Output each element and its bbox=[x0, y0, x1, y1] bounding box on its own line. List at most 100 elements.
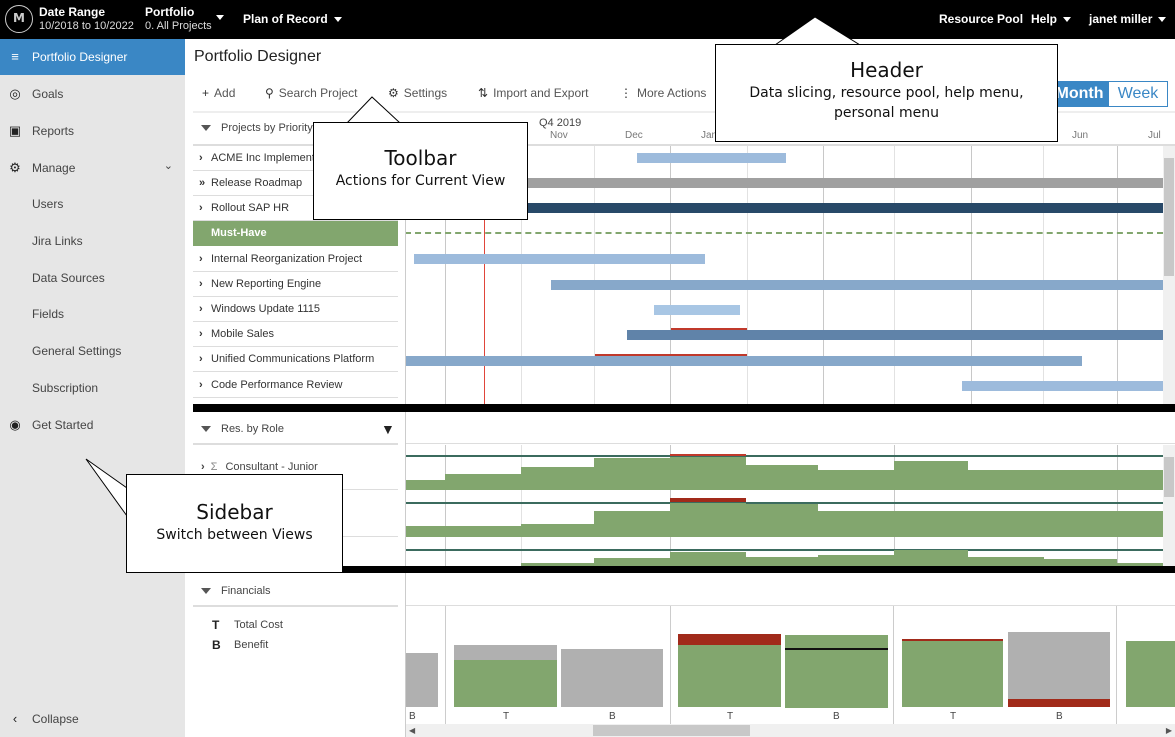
pane-splitter[interactable] bbox=[193, 566, 1175, 573]
sidebar-item-fields[interactable]: Fields bbox=[0, 296, 185, 332]
sidebar: ≡ Portfolio Designer ◎ Goals ▣ Reports ⚙… bbox=[0, 39, 185, 737]
gantt-bar[interactable] bbox=[551, 280, 1163, 290]
overallocation-marker bbox=[670, 498, 746, 502]
month-label: Nov bbox=[550, 130, 568, 141]
gantt-bar[interactable] bbox=[405, 356, 1082, 366]
collapse-triangle-icon bbox=[201, 426, 211, 433]
project-row[interactable]: › ACME Inc Implement bbox=[193, 146, 398, 171]
chevron-right-icon: › bbox=[201, 461, 205, 473]
project-name: ACME Inc Implement bbox=[211, 152, 315, 164]
resource-vertical-scrollbar[interactable] bbox=[1163, 445, 1175, 566]
financial-bar[interactable] bbox=[454, 660, 557, 707]
financial-bar[interactable] bbox=[678, 645, 781, 707]
project-row[interactable]: › Windows Update 1115 bbox=[193, 297, 398, 322]
sidebar-item-portfolio-designer[interactable]: ≡ Portfolio Designer bbox=[0, 39, 185, 75]
demand-bar bbox=[521, 563, 594, 566]
sidebar-item-users[interactable]: Users bbox=[0, 186, 185, 222]
collapse-button[interactable]: ‹ Collapse bbox=[0, 701, 185, 737]
project-row[interactable]: › Internal Reorganization Project bbox=[193, 247, 398, 272]
sidebar-item-goals[interactable]: ◎ Goals bbox=[0, 76, 185, 112]
collapse-triangle-icon bbox=[201, 588, 211, 595]
gantt-bar[interactable] bbox=[414, 254, 705, 264]
gantt-bar[interactable] bbox=[637, 153, 786, 163]
callout-toolbar: Toolbar Actions for Current View bbox=[313, 122, 528, 220]
app-logo-icon[interactable]: M bbox=[5, 5, 33, 33]
sidebar-item-subscription[interactable]: Subscription bbox=[0, 370, 185, 406]
financial-overrun[interactable] bbox=[902, 639, 1003, 641]
sidebar-item-reports[interactable]: ▣ Reports bbox=[0, 113, 185, 149]
financial-overrun[interactable] bbox=[1008, 699, 1110, 707]
financial-bar[interactable] bbox=[454, 645, 557, 660]
project-row[interactable]: › Code Performance Review bbox=[193, 373, 398, 398]
week-view-button[interactable]: Week bbox=[1109, 82, 1167, 106]
more-actions-button[interactable]: ⋮ More Actions bbox=[620, 86, 706, 100]
financial-bar[interactable] bbox=[406, 653, 438, 707]
portfolio-caret-icon[interactable] bbox=[216, 15, 224, 20]
financial-bar[interactable] bbox=[561, 649, 663, 707]
sidebar-item-general-settings[interactable]: General Settings bbox=[0, 333, 185, 369]
callout-text: Actions for Current View bbox=[335, 173, 506, 189]
gantt-bar[interactable] bbox=[405, 203, 1163, 213]
plan-selector[interactable]: Plan of Record bbox=[243, 12, 342, 26]
sidebar-item-label: Data Sources bbox=[32, 271, 105, 285]
resources-section-header[interactable]: Res. by Role bbox=[201, 423, 284, 435]
sidebar-item-manage[interactable]: ⚙ Manage ⌄ bbox=[0, 150, 185, 186]
gantt-vertical-scrollbar[interactable] bbox=[1163, 146, 1175, 404]
document-icon: ▣ bbox=[8, 123, 22, 138]
gantt-bar[interactable] bbox=[405, 178, 1163, 188]
resource-pool-link[interactable]: Resource Pool bbox=[939, 12, 1024, 26]
project-row[interactable]: » Release Roadmap bbox=[193, 171, 398, 196]
month-view-button[interactable]: Month bbox=[1050, 82, 1109, 106]
section-divider bbox=[193, 605, 398, 607]
portfolio-selector[interactable]: Portfolio 0. All Projects bbox=[145, 5, 212, 33]
pane-splitter[interactable] bbox=[193, 404, 1175, 412]
gantt-bar[interactable] bbox=[627, 330, 1163, 340]
scroll-thumb[interactable] bbox=[1164, 158, 1174, 276]
grid-line bbox=[747, 146, 748, 404]
scroll-thumb[interactable] bbox=[593, 725, 750, 736]
sidebar-item-label: Reports bbox=[32, 124, 75, 138]
grid-line bbox=[1043, 146, 1044, 404]
sidebar-item-data-sources[interactable]: Data Sources bbox=[0, 260, 185, 296]
financial-bar[interactable] bbox=[902, 641, 1003, 707]
gantt-bar[interactable] bbox=[654, 305, 740, 315]
resource-row[interactable]: › Σ Consultant - Junior bbox=[201, 461, 318, 473]
financial-bar[interactable] bbox=[1008, 632, 1110, 699]
scroll-thumb[interactable] bbox=[1164, 457, 1174, 497]
pane-divider bbox=[405, 146, 406, 404]
project-row[interactable]: › Unified Communications Platform bbox=[193, 347, 398, 372]
sidebar-item-get-started[interactable]: ◉ Get Started bbox=[0, 407, 185, 443]
projects-section-header[interactable]: Projects by Priority bbox=[201, 122, 313, 134]
project-name: Windows Update 1115 bbox=[211, 303, 321, 315]
financials-section-header[interactable]: Financials bbox=[201, 585, 271, 597]
group-row-must-have[interactable]: Must-Have bbox=[193, 221, 398, 246]
filter-icon[interactable]: ▼ bbox=[381, 421, 395, 437]
financial-bar[interactable] bbox=[785, 635, 888, 708]
grid-line bbox=[1116, 606, 1117, 724]
callout-text: Data slicing, resource pool, help menu, bbox=[749, 85, 1024, 101]
financial-overrun[interactable] bbox=[678, 634, 781, 645]
sidebar-item-jira-links[interactable]: Jira Links bbox=[0, 223, 185, 259]
callout-title: Header bbox=[850, 58, 923, 82]
scroll-right-arrow-icon[interactable]: ▶ bbox=[1165, 726, 1172, 735]
settings-button[interactable]: ⚙ Settings bbox=[388, 86, 447, 100]
financial-bar[interactable] bbox=[1126, 641, 1175, 707]
date-range-label: Date Range bbox=[39, 5, 106, 19]
project-row[interactable]: › New Reporting Engine bbox=[193, 272, 398, 297]
gantt-bar[interactable] bbox=[962, 381, 1163, 391]
user-menu[interactable]: janet miller bbox=[1089, 12, 1167, 26]
callout-header: Header Data slicing, resource pool, help… bbox=[715, 44, 1058, 142]
add-button[interactable]: + Add bbox=[202, 86, 235, 100]
sidebar-item-label: Subscription bbox=[32, 381, 99, 395]
search-label: Search Project bbox=[278, 86, 358, 100]
collapse-label: Collapse bbox=[32, 712, 79, 726]
grid-line bbox=[893, 606, 894, 724]
import-export-button[interactable]: ⇅ Import and Export bbox=[478, 86, 588, 100]
search-project-button[interactable]: ⚲ Search Project bbox=[265, 86, 358, 100]
project-row[interactable]: › Mobile Sales bbox=[193, 322, 398, 347]
date-range-selector[interactable]: Date Range 10/2018 to 10/2022 bbox=[39, 5, 134, 33]
horizontal-scrollbar[interactable]: ◀ ▶ bbox=[406, 724, 1175, 737]
project-row[interactable]: › Rollout SAP HR bbox=[193, 196, 398, 221]
scroll-left-arrow-icon[interactable]: ◀ bbox=[409, 726, 416, 735]
help-menu[interactable]: Help bbox=[1031, 12, 1072, 26]
